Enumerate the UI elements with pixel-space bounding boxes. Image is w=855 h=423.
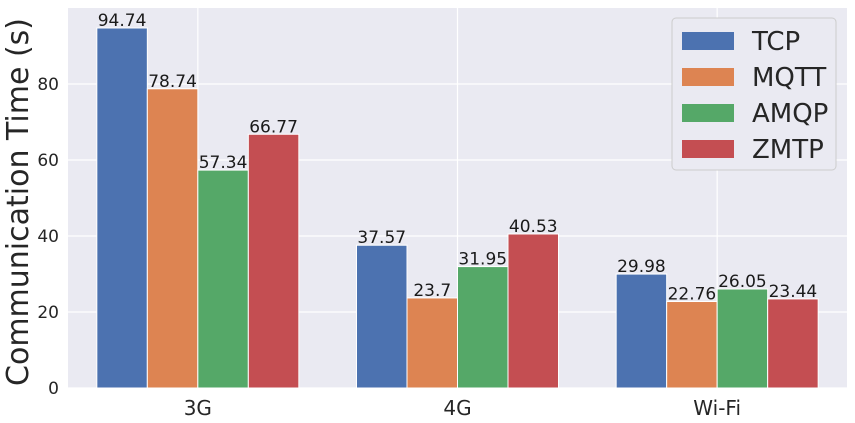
legend-label: TCP — [751, 27, 800, 57]
data-label: 37.57 — [357, 228, 406, 248]
legend-swatch — [682, 32, 734, 50]
bar-mqtt-3g — [146, 88, 199, 389]
legend: TCP MQTT AMQP ZMTP — [671, 17, 837, 171]
bar-mqtt-4g — [406, 297, 458, 389]
y-tick-label: 40 — [37, 227, 59, 247]
bar-tcp-wi-fi — [615, 273, 668, 389]
bar-zmtp-4g — [507, 233, 559, 389]
bar-tcp-4g — [356, 244, 408, 389]
bar-zmtp-3g — [247, 133, 300, 389]
legend-swatch — [682, 68, 734, 86]
data-label: 94.74 — [98, 11, 147, 31]
data-label: 22.76 — [668, 285, 717, 305]
data-label: 29.98 — [617, 257, 666, 277]
y-tick-label: 0 — [48, 379, 59, 399]
bar-mqtt-wi-fi — [666, 301, 718, 389]
legend-swatch — [682, 140, 734, 158]
bar-amqp-3g — [197, 169, 249, 389]
legend-swatch — [682, 104, 734, 122]
legend-label: AMQP — [752, 99, 828, 129]
y-axis-title: Communication Time (s) — [1, 18, 36, 386]
x-axis-ticks: 3G 4G Wi-Fi — [184, 396, 741, 420]
data-label: 57.34 — [199, 153, 248, 173]
bar-amqp-4g — [457, 266, 509, 389]
y-tick-label: 60 — [37, 151, 59, 171]
x-tick-label: Wi-Fi — [693, 396, 741, 420]
x-tick-label: 3G — [184, 396, 212, 420]
legend-label: MQTT — [752, 63, 826, 93]
x-tick-label: 4G — [443, 396, 471, 420]
legend-label: ZMTP — [752, 135, 824, 165]
y-tick-label: 20 — [37, 303, 59, 323]
data-label: 78.74 — [148, 72, 197, 92]
y-tick-label: 80 — [37, 75, 59, 95]
data-label: 26.05 — [718, 272, 767, 292]
data-label: 40.53 — [509, 217, 558, 237]
bar-tcp-3g — [96, 27, 148, 389]
data-label: 23.7 — [413, 281, 451, 301]
data-label: 23.44 — [769, 282, 818, 302]
y-axis-ticks: 0 20 40 60 80 — [37, 75, 59, 399]
data-label: 31.95 — [458, 250, 507, 270]
bar-zmtp-wi-fi — [767, 298, 819, 389]
legend-box — [671, 17, 837, 171]
bars — [96, 27, 819, 389]
data-label: 66.77 — [249, 117, 298, 137]
bar-amqp-wi-fi — [716, 288, 769, 389]
